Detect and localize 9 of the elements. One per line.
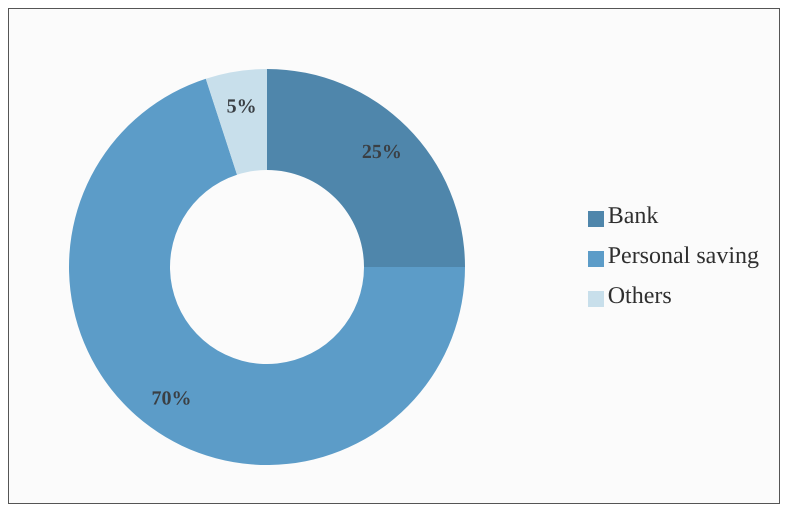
data-label: 5% <box>226 96 257 118</box>
legend-label: Bank <box>608 203 658 229</box>
data-label: 70% <box>151 387 192 410</box>
donut-slice <box>267 69 465 267</box>
legend-label: Others <box>608 283 672 309</box>
data-label: 25% <box>362 141 402 164</box>
donut-slice <box>69 78 465 465</box>
legend-label: Personal saving <box>608 243 759 269</box>
donut-slice <box>206 69 267 175</box>
